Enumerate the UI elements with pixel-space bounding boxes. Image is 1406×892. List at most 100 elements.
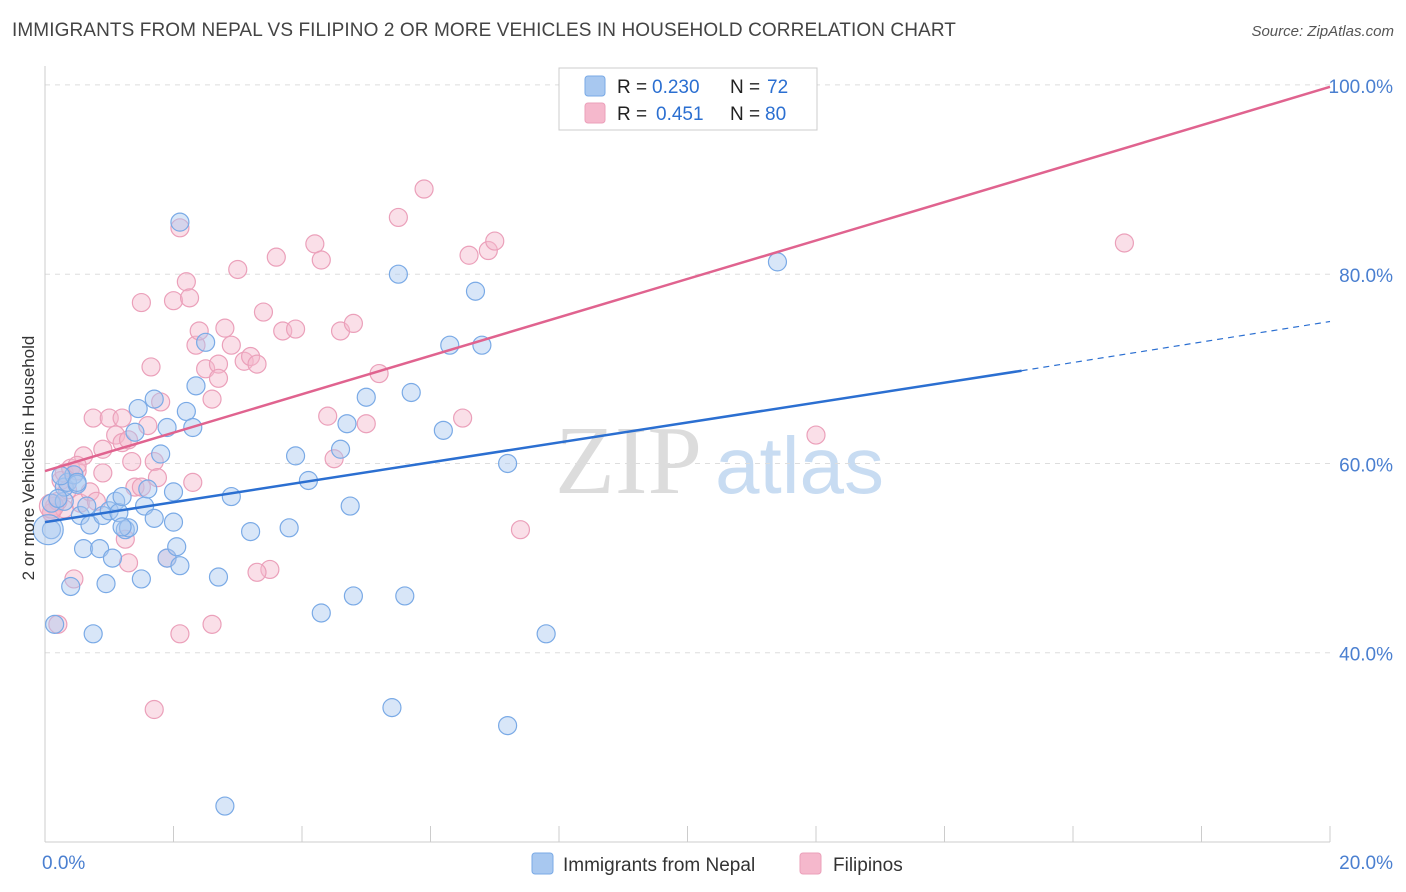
nepal-point-52 [388, 264, 408, 284]
x-tick-label-0: 0.0% [42, 853, 85, 874]
filipinos-point-57 [478, 240, 498, 261]
nepal-point-62 [767, 252, 788, 272]
nepal-point-54 [401, 382, 421, 403]
filipinos-point-37 [228, 259, 248, 280]
filipinos-point-55 [453, 408, 473, 428]
filipinos-point-13 [93, 463, 113, 483]
filipinos-point-32 [196, 359, 216, 379]
filipinos-point-77 [247, 354, 267, 374]
nepal-point-14 [90, 539, 110, 559]
nepal-point-39 [208, 567, 229, 587]
filipinos-point-29 [179, 288, 200, 308]
legend-n-value-filipinos: 80 [765, 104, 786, 125]
nepal-point-64 [170, 212, 190, 232]
series-nepal-points [32, 212, 788, 816]
filipinos-point-47 [318, 406, 338, 426]
nepal-point-23 [118, 518, 139, 538]
series-filipinos-points [38, 179, 1135, 720]
nepal-point-13 [83, 624, 103, 644]
filipinos-point-76 [208, 368, 229, 388]
filipinos-point-62 [202, 614, 222, 634]
nepal-trend-extension [1021, 320, 1331, 372]
bottom-legend: Immigrants from Nepal Filipinos [531, 852, 903, 876]
legend-swatch-nepal [584, 75, 606, 97]
filipinos-point-64 [806, 425, 826, 445]
filipinos-point-33 [202, 389, 222, 409]
nepal-point-42 [279, 518, 299, 538]
legend-r-value-filipinos: 0.451 [656, 104, 704, 125]
legend-n-value-nepal: 72 [767, 77, 788, 98]
filipinos-point-71 [112, 408, 132, 428]
y-tick-labels: 40.0% 60.0% 80.0% 100.0% [1329, 77, 1394, 666]
nepal-point-18 [102, 548, 123, 568]
legend-r-label-filipinos: R = [617, 104, 647, 125]
nepal-point-11 [77, 496, 97, 516]
nepal-point-67 [51, 466, 71, 486]
filipinos-point-28 [176, 272, 196, 292]
filipinos-point-22 [144, 451, 164, 472]
nepal-point-53 [395, 586, 415, 606]
filipinos-point-34 [208, 354, 229, 374]
nepal-point-10 [73, 539, 94, 559]
nepal-point-33 [167, 537, 187, 557]
filipinos-point-50 [343, 313, 363, 334]
watermark: ZIP atlas [555, 407, 884, 515]
filipinos-point-27 [170, 624, 190, 644]
top-legend: R = 0.230 N = 72 R = 0.451 N = 80 [558, 67, 818, 131]
nepal-point-60 [536, 624, 556, 644]
filipinos-point-31 [189, 321, 209, 341]
filipinos-point-65 [1114, 233, 1135, 253]
filipinos-point-12 [86, 491, 107, 511]
filipinos-point-48 [324, 449, 344, 469]
nepal-point-55 [433, 420, 453, 440]
bottom-legend-swatch-filipinos [799, 852, 822, 875]
filipinos-point-72 [122, 451, 142, 472]
nepal-point-22 [115, 520, 135, 540]
filipinos-point-75 [183, 472, 203, 492]
legend-r-label-nepal: R = [617, 77, 647, 98]
nepal-point-46 [330, 439, 351, 459]
filipinos-point-39 [241, 346, 261, 367]
filipinos-point-51 [356, 414, 376, 434]
y-tick-label-1: 60.0% [1339, 455, 1393, 476]
nepal-point-6 [61, 576, 81, 597]
nepal-point-32 [163, 512, 184, 532]
legend-n-label-filipinos: N = [730, 104, 760, 125]
bottom-legend-swatch-nepal [531, 852, 554, 875]
source-label: Source: ZipAtlas.com [1251, 23, 1394, 40]
nepal-point-34 [170, 556, 190, 576]
trend-lines [44, 85, 1331, 524]
filipinos-point-74 [118, 553, 139, 573]
filipinos-point-53 [388, 207, 408, 228]
filipinos-point-36 [221, 335, 241, 355]
filipinos-point-59 [510, 520, 531, 540]
filipinos-point-20 [131, 292, 151, 313]
legend-n-label-nepal: N = [730, 77, 760, 98]
filipinos-point-40 [253, 302, 274, 322]
nepal-point-37 [186, 376, 206, 396]
y-tick-label-2: 80.0% [1339, 266, 1393, 287]
axes [44, 66, 1331, 843]
nepal-point-57 [465, 281, 486, 301]
nepal-point-large [32, 514, 64, 546]
nepal-point-25 [128, 398, 148, 419]
filipinos-point-56 [459, 245, 479, 265]
x-tick-label-1: 20.0% [1339, 853, 1393, 874]
nepal-point-30 [151, 444, 171, 464]
nepal-point-29 [144, 508, 164, 528]
filipinos-point-45 [305, 234, 325, 254]
nepal-point-48 [340, 496, 360, 516]
nepal-point-50 [356, 387, 376, 407]
bottom-legend-label-filipinos: Filipinos [833, 855, 903, 876]
nepal-point-16 [96, 574, 116, 594]
filipinos-point-26 [163, 291, 184, 311]
grid-lines [45, 84, 1330, 654]
filipinos-point-70 [93, 439, 113, 459]
nepal-point-69 [112, 517, 132, 537]
nepal-point-68 [67, 472, 87, 492]
filipinos-point-54 [414, 179, 434, 199]
nepal-point-47 [337, 414, 357, 434]
filipinos-point-46 [311, 250, 331, 270]
legend-swatch-filipinos [584, 102, 606, 124]
